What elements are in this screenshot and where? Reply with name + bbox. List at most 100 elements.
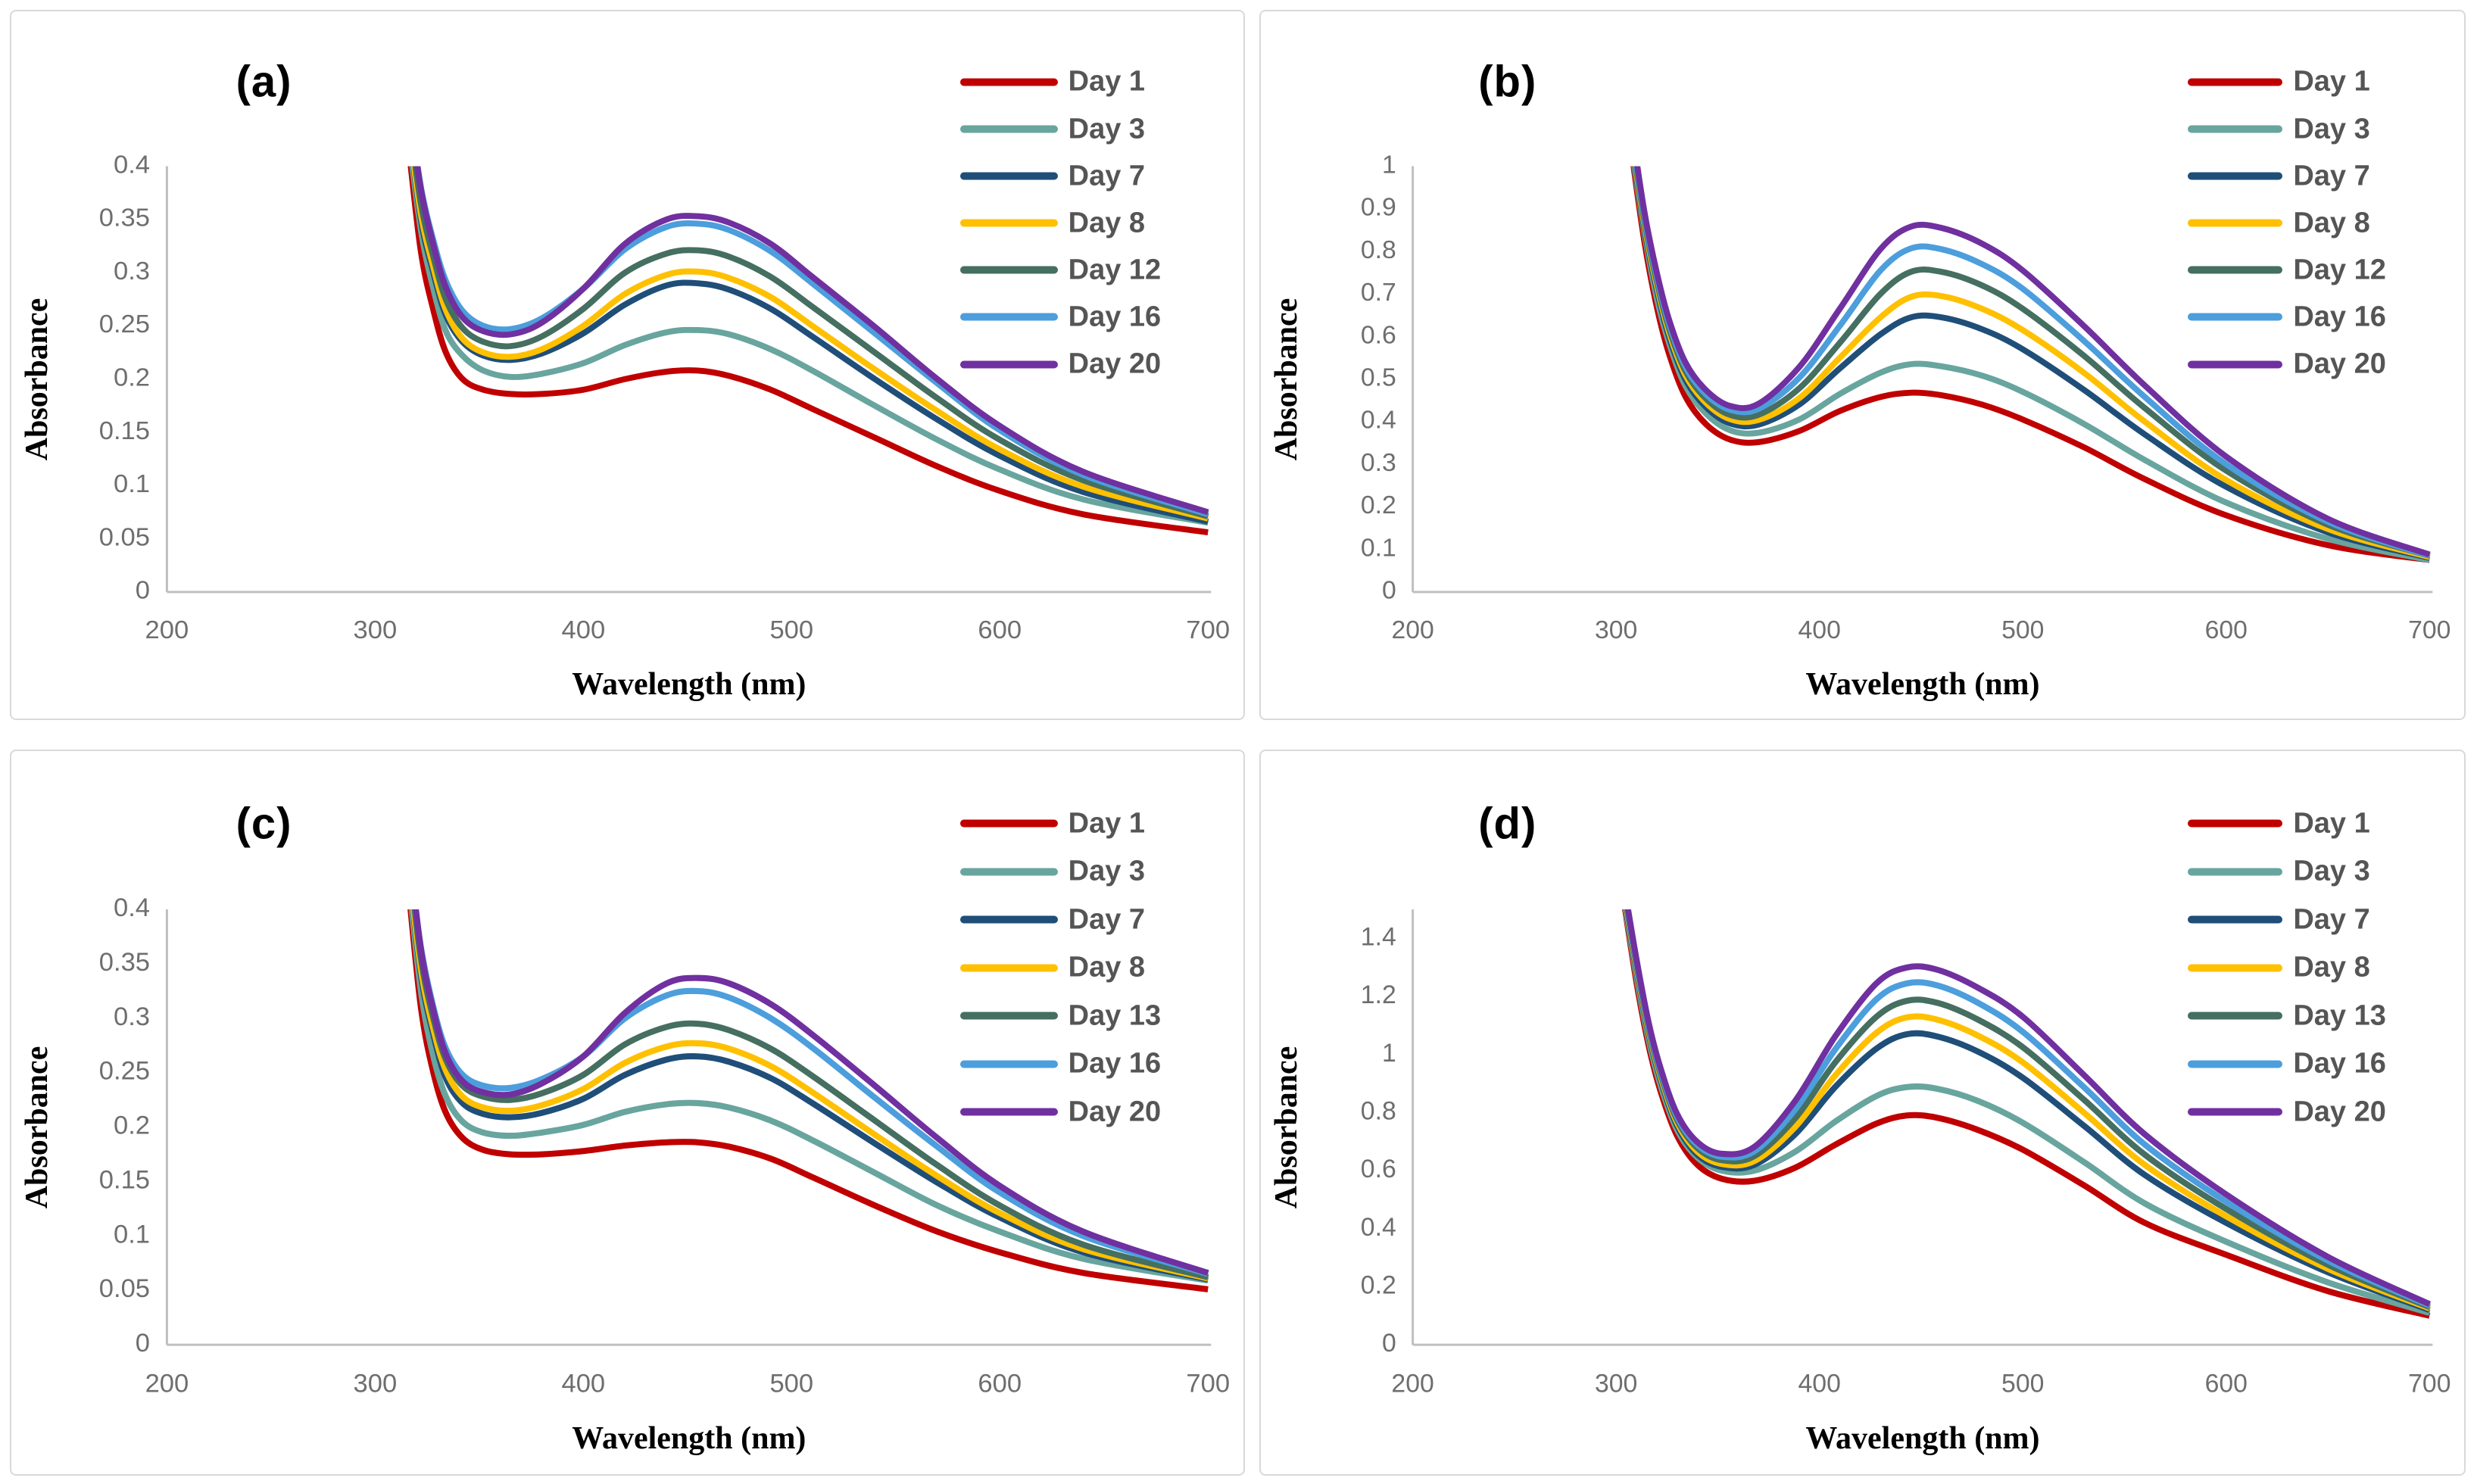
y-tick-label: 0	[1382, 577, 1396, 605]
y-tick-label: 0.2	[1361, 491, 1396, 519]
y-tick-label: 0.2	[114, 363, 150, 391]
x-tick-label: 700	[2408, 1369, 2450, 1398]
y-tick-label: 0	[1382, 1329, 1396, 1358]
y-axis-title-a: Absorbance	[19, 298, 55, 461]
series-line-day-3	[409, 166, 1209, 526]
y-tick-label: 0.8	[1361, 236, 1396, 264]
y-tick-label: 0.3	[1361, 449, 1396, 477]
x-tick-label: 700	[1186, 1370, 1230, 1398]
spectra-plot-d: 0 0.2 0.4 0.6 0.8 1 1.2 1.4 200 300 400 500 600 700	[1361, 909, 2450, 1398]
series-line-day-16	[412, 909, 1209, 1277]
y-axis-title-c: Absorbance	[19, 1046, 55, 1208]
x-tick-label: 400	[562, 1370, 606, 1398]
x-tick-label: 300	[354, 1370, 398, 1398]
y-tick-label: 0.25	[99, 310, 150, 338]
panel-c: 0 0.05 0.1 0.15 0.2 0.25 0.3 0.35 0.4 200 300 400 50…	[10, 750, 1245, 1476]
y-tick-label: 1	[1382, 1039, 1396, 1068]
series-line-day-8	[410, 909, 1209, 1282]
y-tick-label: 0.4	[1361, 407, 1396, 435]
y-tick-label: 0.35	[99, 204, 150, 232]
x-tick-label: 500	[769, 616, 813, 644]
x-tick-label: 400	[1798, 1369, 1841, 1398]
spectra-plot-b: 0 0.1 0.2 0.3 0.4 0.5 0.6 0.7 0.8 0.9 1 200 300 400 50…	[1361, 151, 2451, 644]
y-tick-label: 0.3	[114, 257, 150, 285]
y-tick-label: 0.4	[1361, 1213, 1396, 1242]
y-tick-label: 0	[136, 1329, 150, 1358]
x-tick-label: 200	[1391, 616, 1433, 644]
series-line-day-1	[407, 166, 1209, 536]
panel-label-b: (b)	[1478, 57, 1537, 107]
y-tick-label: 0.6	[1361, 321, 1396, 349]
y-tick-label: 1	[1382, 151, 1396, 179]
series-line-day-12	[412, 166, 1209, 519]
x-tick-label: 600	[2205, 616, 2248, 644]
y-tick-label: 0.2	[114, 1111, 150, 1140]
series-line-day-3	[408, 909, 1209, 1284]
x-tick-label: 200	[145, 616, 189, 644]
x-axis-title-a: Wavelength (nm)	[572, 666, 806, 702]
y-tick-label: 0.5	[1361, 364, 1396, 392]
y-tick-label: 0.8	[1361, 1096, 1396, 1125]
series-line-day-7	[1631, 166, 2431, 561]
y-tick-label: 1.4	[1361, 922, 1396, 951]
panel-label-d: (d)	[1478, 799, 1537, 848]
x-axis-title-b: Wavelength (nm)	[1805, 666, 2040, 702]
x-axis-title-d: Wavelength (nm)	[1805, 1421, 2040, 1457]
series-line-day-16	[414, 166, 1209, 517]
x-tick-label: 500	[2001, 1369, 2044, 1398]
x-tick-label: 600	[978, 616, 1022, 644]
series-line-day-8	[410, 166, 1209, 522]
y-tick-label: 0.7	[1361, 279, 1396, 307]
x-tick-label: 500	[2001, 616, 2044, 644]
x-tick-label: 200	[1391, 1369, 1433, 1398]
panel-a: 0 0.05 0.1 0.15 0.2 0.25 0.3 0.35 0.4 200 300 400 50…	[10, 10, 1245, 720]
panel-label-a: (a)	[236, 57, 292, 107]
panel-label-c: (c)	[236, 799, 292, 848]
x-tick-label: 700	[1186, 616, 1230, 644]
y-tick-label: 0.1	[1361, 535, 1396, 563]
series-line-day-1	[407, 909, 1209, 1292]
x-tick-label: 300	[1595, 616, 1637, 644]
panel-b: 0 0.1 0.2 0.3 0.4 0.5 0.6 0.7 0.8 0.9 1 200 300 400 50…	[1259, 10, 2466, 720]
y-tick-label: 0.15	[99, 416, 150, 444]
y-tick-label: 1.2	[1361, 980, 1396, 1009]
series-line-day-13	[411, 909, 1209, 1280]
x-tick-label: 400	[1798, 616, 1841, 644]
series-line-day-20	[412, 909, 1209, 1277]
x-tick-label: 500	[769, 1370, 813, 1398]
y-tick-label: 0	[136, 576, 150, 604]
panel-d: 0 0.2 0.4 0.6 0.8 1 1.2 1.4 200 300 400 500 600 700 (…	[1259, 750, 2466, 1476]
y-tick-label: 0.15	[99, 1166, 150, 1195]
x-tick-label: 300	[1595, 1369, 1637, 1398]
x-tick-label: 300	[354, 616, 398, 644]
series-line-day-20	[1634, 166, 2431, 558]
series-line-day-12	[1633, 166, 2431, 559]
y-tick-label: 0.05	[99, 523, 150, 551]
series-line-day-16	[1633, 166, 2431, 559]
x-tick-label: 200	[145, 1370, 189, 1398]
y-tick-label: 0.25	[99, 1057, 150, 1086]
y-tick-label: 0.2	[1361, 1270, 1396, 1299]
y-tick-label: 0.35	[99, 948, 150, 977]
spectra-plot-a: 0 0.05 0.1 0.15 0.2 0.25 0.3 0.35 0.4 200 300 400 50…	[99, 151, 1230, 644]
y-tick-label: 0.4	[114, 151, 150, 179]
y-tick-label: 0.3	[114, 1002, 150, 1031]
x-tick-label: 700	[2408, 616, 2450, 644]
y-tick-label: 0.4	[114, 893, 150, 922]
x-axis-title-c: Wavelength (nm)	[572, 1421, 806, 1457]
y-axis-title-b: Absorbance	[1268, 298, 1304, 461]
series-line-day-20	[413, 166, 1209, 516]
x-tick-label: 600	[2205, 1369, 2248, 1398]
y-tick-label: 0.05	[99, 1274, 150, 1303]
spectra-plot-c: 0 0.05 0.1 0.15 0.2 0.25 0.3 0.35 0.4 200 300 400 50…	[99, 893, 1230, 1398]
y-tick-label: 0.9	[1361, 194, 1396, 222]
x-tick-label: 400	[561, 616, 605, 644]
y-tick-label: 0.1	[114, 1221, 150, 1249]
series-line-day-1	[1630, 166, 2430, 563]
y-tick-label: 0.1	[114, 470, 150, 498]
x-tick-label: 600	[978, 1370, 1022, 1398]
series-line-day-20	[1624, 909, 2431, 1308]
y-tick-label: 0.6	[1361, 1155, 1396, 1183]
y-axis-title-d: Absorbance	[1268, 1046, 1304, 1208]
